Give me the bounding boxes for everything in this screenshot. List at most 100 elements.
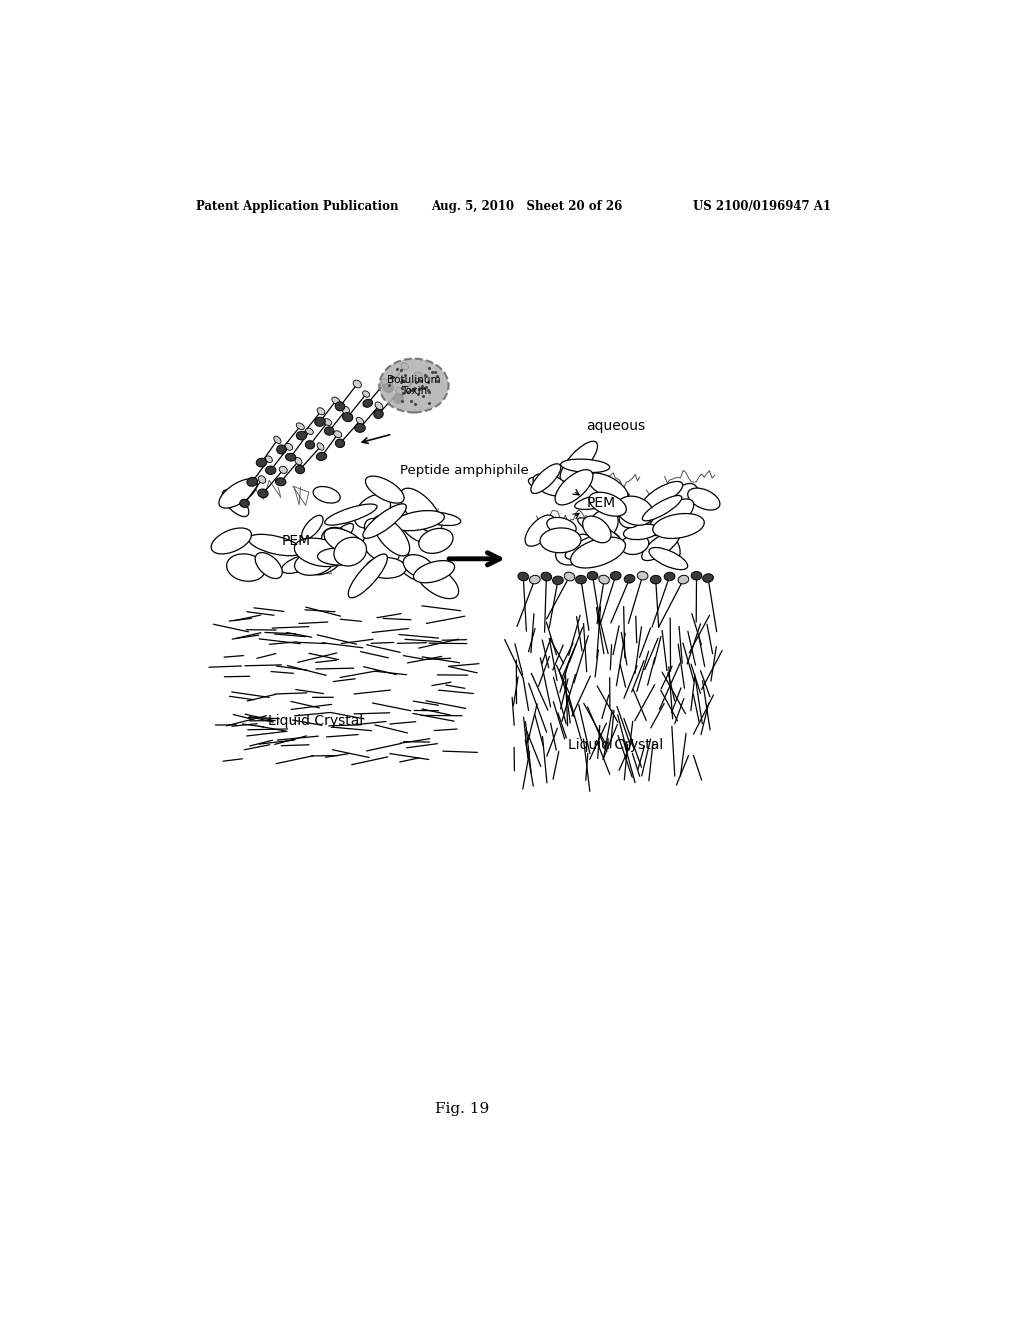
- Ellipse shape: [334, 430, 342, 438]
- Ellipse shape: [313, 487, 340, 503]
- Ellipse shape: [324, 418, 332, 425]
- Ellipse shape: [401, 363, 409, 370]
- Ellipse shape: [578, 517, 623, 545]
- Ellipse shape: [398, 508, 433, 543]
- Ellipse shape: [332, 397, 340, 404]
- Ellipse shape: [256, 458, 266, 467]
- Ellipse shape: [599, 576, 609, 583]
- Ellipse shape: [265, 466, 275, 474]
- Ellipse shape: [624, 524, 659, 540]
- Ellipse shape: [650, 576, 662, 583]
- Text: Liquid Crystal: Liquid Crystal: [267, 714, 362, 727]
- Ellipse shape: [362, 504, 407, 539]
- Ellipse shape: [556, 535, 595, 565]
- Text: Botulinum
Toxin: Botulinum Toxin: [387, 375, 440, 396]
- Ellipse shape: [381, 379, 389, 385]
- Ellipse shape: [362, 399, 373, 408]
- Ellipse shape: [348, 554, 387, 598]
- Text: US 2100/0196947 A1: US 2100/0196947 A1: [692, 199, 830, 213]
- Ellipse shape: [540, 528, 581, 553]
- Text: Aug. 5, 2010   Sheet 20 of 26: Aug. 5, 2010 Sheet 20 of 26: [431, 199, 623, 213]
- Ellipse shape: [669, 483, 697, 512]
- Ellipse shape: [588, 473, 628, 500]
- Ellipse shape: [649, 548, 688, 570]
- Ellipse shape: [354, 424, 366, 433]
- Ellipse shape: [374, 409, 383, 418]
- Ellipse shape: [587, 572, 598, 579]
- Ellipse shape: [226, 554, 265, 581]
- Ellipse shape: [588, 510, 618, 540]
- Ellipse shape: [356, 417, 364, 425]
- Ellipse shape: [296, 422, 304, 429]
- Ellipse shape: [258, 475, 266, 483]
- Ellipse shape: [317, 548, 361, 565]
- Ellipse shape: [285, 444, 293, 450]
- Ellipse shape: [678, 576, 689, 583]
- Ellipse shape: [282, 554, 317, 573]
- Ellipse shape: [374, 516, 410, 556]
- Text: PEM: PEM: [282, 535, 310, 548]
- Ellipse shape: [366, 477, 404, 503]
- Ellipse shape: [247, 478, 257, 486]
- Ellipse shape: [286, 453, 296, 461]
- Ellipse shape: [296, 432, 307, 440]
- Ellipse shape: [211, 528, 252, 554]
- Ellipse shape: [334, 537, 367, 566]
- Ellipse shape: [529, 576, 541, 583]
- Ellipse shape: [322, 528, 352, 554]
- Ellipse shape: [403, 554, 433, 577]
- Ellipse shape: [325, 504, 377, 525]
- Ellipse shape: [665, 573, 675, 581]
- Ellipse shape: [518, 573, 528, 581]
- Ellipse shape: [314, 417, 326, 426]
- Ellipse shape: [311, 552, 343, 574]
- Ellipse shape: [295, 458, 302, 465]
- Ellipse shape: [541, 572, 552, 581]
- Ellipse shape: [553, 576, 563, 585]
- Ellipse shape: [564, 572, 574, 581]
- Ellipse shape: [415, 372, 423, 379]
- Ellipse shape: [366, 557, 407, 578]
- Ellipse shape: [400, 488, 442, 533]
- Ellipse shape: [354, 495, 390, 528]
- Ellipse shape: [364, 533, 399, 562]
- Ellipse shape: [255, 553, 283, 578]
- Ellipse shape: [525, 515, 555, 546]
- Ellipse shape: [276, 445, 287, 454]
- Text: Patent Application Publication: Patent Application Publication: [196, 199, 398, 213]
- Ellipse shape: [342, 407, 349, 414]
- Ellipse shape: [570, 537, 626, 568]
- Ellipse shape: [396, 387, 403, 395]
- Ellipse shape: [295, 465, 304, 474]
- Ellipse shape: [532, 474, 568, 496]
- Ellipse shape: [616, 496, 653, 525]
- Ellipse shape: [642, 495, 682, 521]
- Text: aqueous: aqueous: [586, 420, 645, 433]
- Ellipse shape: [316, 453, 327, 461]
- Ellipse shape: [691, 572, 701, 579]
- Ellipse shape: [302, 515, 323, 539]
- Ellipse shape: [688, 488, 720, 510]
- Ellipse shape: [621, 535, 649, 554]
- Ellipse shape: [565, 532, 617, 560]
- Ellipse shape: [275, 478, 286, 486]
- Ellipse shape: [652, 513, 705, 539]
- Ellipse shape: [383, 383, 394, 392]
- Ellipse shape: [528, 477, 561, 492]
- Ellipse shape: [379, 359, 449, 413]
- Ellipse shape: [353, 380, 361, 388]
- Text: Liquid Crystal: Liquid Crystal: [568, 738, 664, 752]
- Ellipse shape: [530, 463, 561, 494]
- Ellipse shape: [642, 482, 683, 508]
- Ellipse shape: [249, 535, 302, 556]
- Ellipse shape: [393, 395, 403, 403]
- Ellipse shape: [240, 499, 249, 507]
- Ellipse shape: [555, 470, 593, 506]
- Ellipse shape: [258, 488, 268, 498]
- Ellipse shape: [642, 531, 680, 561]
- Ellipse shape: [324, 528, 364, 554]
- Ellipse shape: [325, 426, 334, 436]
- Text: Fig. 19: Fig. 19: [434, 1102, 488, 1117]
- Ellipse shape: [637, 572, 648, 579]
- Ellipse shape: [365, 519, 394, 546]
